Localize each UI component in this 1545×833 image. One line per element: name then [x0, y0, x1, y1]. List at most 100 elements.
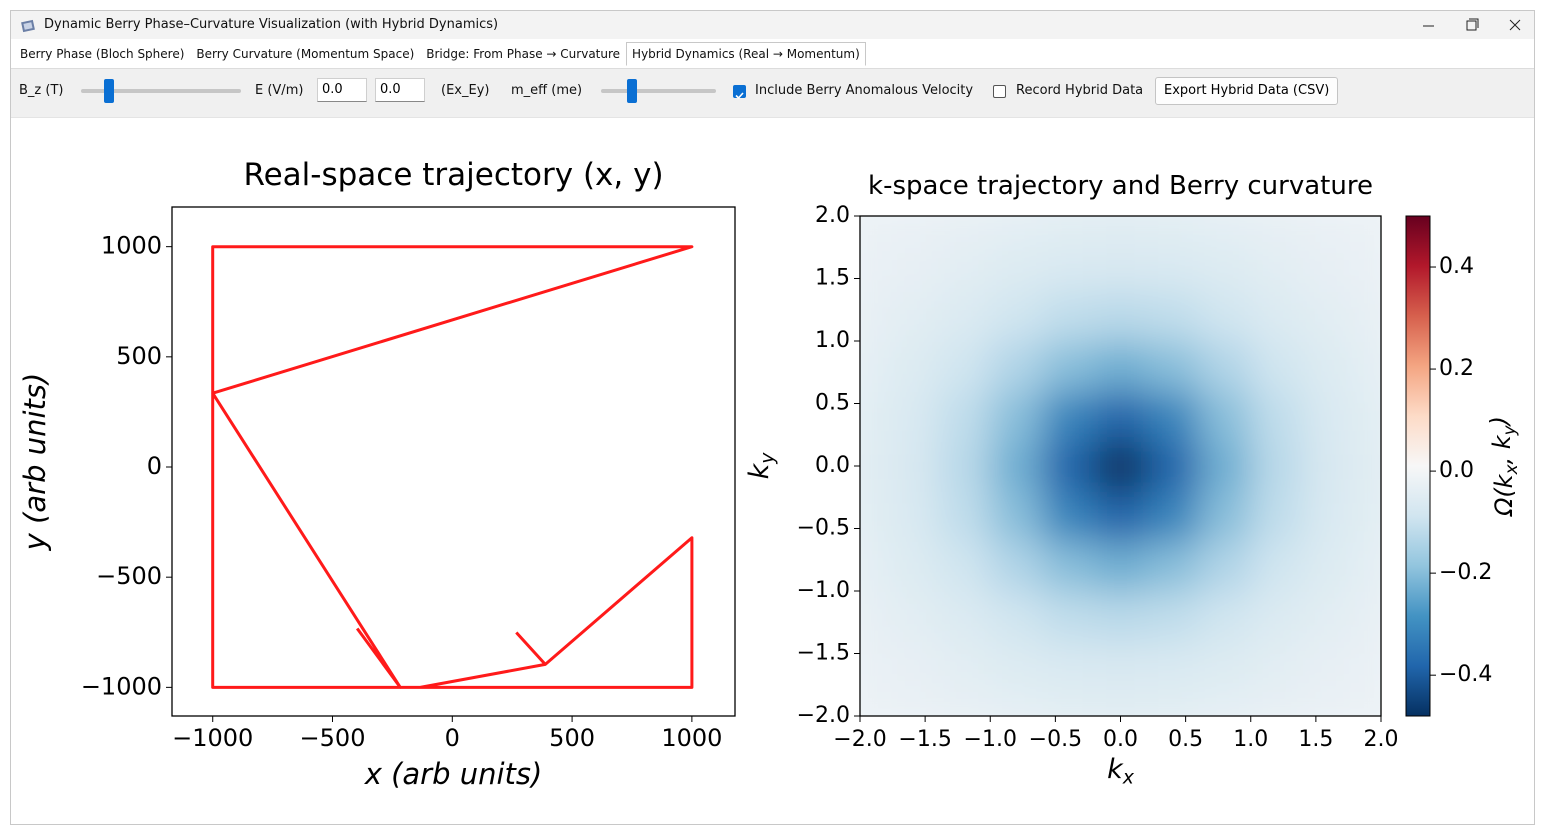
heatmap-cell	[1250, 591, 1304, 642]
heatmap-cell	[938, 641, 992, 692]
heatmap-cell	[860, 241, 888, 292]
heatmap-cell	[860, 591, 888, 642]
heatmap-cell	[990, 691, 1044, 716]
colorbar-label-part: x	[1501, 463, 1521, 475]
heatmap-cell	[1250, 216, 1304, 242]
heatmap-cell	[1302, 591, 1356, 642]
y-tick-label: 1000	[101, 232, 162, 260]
axis-label: kx	[1107, 754, 1135, 789]
bz-slider-track[interactable]	[81, 89, 241, 93]
heatmap-cell	[1042, 441, 1096, 492]
heatmap-cell	[1094, 241, 1148, 292]
heatmap-cell	[938, 491, 992, 542]
title-bar: Dynamic Berry Phase–Curvature Visualizat…	[11, 11, 1534, 39]
heatmap-cell	[990, 341, 1044, 392]
heatmap-cell	[1198, 541, 1252, 592]
heatmap-cell	[1302, 391, 1356, 442]
heatmap-cell	[1042, 391, 1096, 442]
y-tick-label: 0.0	[815, 453, 850, 478]
heatmap-cell	[1094, 591, 1148, 642]
heatmap-cell	[990, 216, 1044, 242]
heatmap-cell	[1250, 691, 1304, 716]
heatmap-cell	[1354, 591, 1381, 642]
ey-field[interactable]: 0.0	[375, 78, 425, 102]
colorbar-label-part: , k	[1488, 434, 1516, 464]
colorbar-tick-label: −0.4	[1439, 662, 1492, 687]
checkbox-label[interactable]: Include Berry Anomalous Velocity	[755, 83, 974, 98]
x-tick-label: −2.0	[833, 727, 886, 752]
heatmap-cell	[1094, 216, 1148, 242]
window-controls[interactable]	[1411, 11, 1531, 39]
chart-title: k-space trajectory and Berry curvature	[868, 171, 1373, 201]
axis-label: x (arb units)	[364, 757, 543, 791]
heatmap-cell	[1250, 641, 1304, 692]
tab[interactable]: Bridge: From Phase → Curvature	[426, 47, 621, 61]
heatmap-cell	[1354, 691, 1381, 716]
axes-frame	[171, 206, 736, 717]
chart-title: Real-space trajectory (x, y)	[243, 157, 663, 193]
e-label: E (V/m)	[255, 83, 304, 98]
heatmap	[860, 216, 1381, 716]
colorbar-tick-label: 0.4	[1439, 254, 1474, 279]
checkbox[interactable]	[993, 85, 1006, 98]
checkbox-label[interactable]: Record Hybrid Data	[1016, 83, 1144, 98]
heatmap-cell	[1302, 241, 1356, 292]
heatmap-cell	[1302, 216, 1356, 242]
heatmap-cell	[1354, 241, 1381, 292]
heatmap-cell	[886, 441, 940, 492]
heatmap-cell	[1302, 341, 1356, 392]
heatmap-cell	[938, 591, 992, 642]
label-base: k	[744, 462, 775, 479]
colorbar-label: Ω(kx, ky)	[1486, 416, 1521, 517]
heatmap-cell	[1250, 341, 1304, 392]
heatmap-cell	[886, 216, 940, 242]
heatmap-cell	[1042, 641, 1096, 692]
tab[interactable]: Berry Curvature (Momentum Space)	[196, 47, 415, 61]
heatmap-cell	[1302, 441, 1356, 492]
heatmap-cell	[1354, 641, 1381, 692]
tab[interactable]: Berry Phase (Bloch Sphere)	[20, 47, 185, 61]
heatmap-cell	[1094, 341, 1148, 392]
x-tick-label: 0.0	[1103, 727, 1138, 752]
heatmap-cell	[1198, 591, 1252, 642]
y-tick-label: −0.5	[797, 516, 850, 541]
label-sub: x	[1122, 767, 1135, 789]
colorbar-tick-label: 0.0	[1439, 458, 1474, 483]
heatmap-cell	[1354, 441, 1381, 492]
ex-field[interactable]: 0.0	[317, 78, 367, 102]
heatmap-cell	[886, 291, 940, 342]
y-tick-label: −500	[96, 562, 162, 590]
heatmap-cell	[886, 391, 940, 442]
x-tick-label: −1000	[172, 724, 253, 752]
heatmap-cell	[1042, 241, 1096, 292]
heatmap-cell	[1354, 541, 1381, 592]
heatmap-cell	[1354, 216, 1381, 242]
heatmap-cell	[1250, 541, 1304, 592]
heatmap-cell	[860, 491, 888, 542]
heatmap-cell	[938, 391, 992, 442]
heatmap-cell	[1042, 491, 1096, 542]
x-tick-label: 1.0	[1233, 727, 1268, 752]
heatmap-cell	[1198, 641, 1252, 692]
export-button[interactable]: Export Hybrid Data (CSV)	[1155, 77, 1339, 105]
checkbox[interactable]	[733, 85, 746, 100]
meff-label: m_eff (me)	[511, 83, 583, 98]
tab[interactable]: Hybrid Dynamics (Real → Momentum)	[626, 42, 866, 66]
heatmap-cell	[1146, 641, 1200, 692]
bz-slider-thumb[interactable]	[104, 79, 114, 103]
x-tick-label: 2.0	[1364, 727, 1399, 752]
heatmap-cell	[1354, 391, 1381, 442]
heatmap-cell	[886, 241, 940, 292]
x-tick-label: 0	[445, 724, 460, 752]
meff-slider-track[interactable]	[601, 89, 716, 93]
heatmap-cell	[1042, 216, 1096, 242]
heatmap-cell	[990, 241, 1044, 292]
heatmap-cell	[1250, 441, 1304, 492]
heatmap-cell	[1146, 541, 1200, 592]
heatmap-cell	[1302, 491, 1356, 542]
heatmap-cell	[1354, 341, 1381, 392]
heatmap-cell	[938, 241, 992, 292]
heatmap-cell	[990, 641, 1044, 692]
heatmap-cell	[886, 341, 940, 392]
meff-slider-thumb[interactable]	[627, 79, 637, 103]
